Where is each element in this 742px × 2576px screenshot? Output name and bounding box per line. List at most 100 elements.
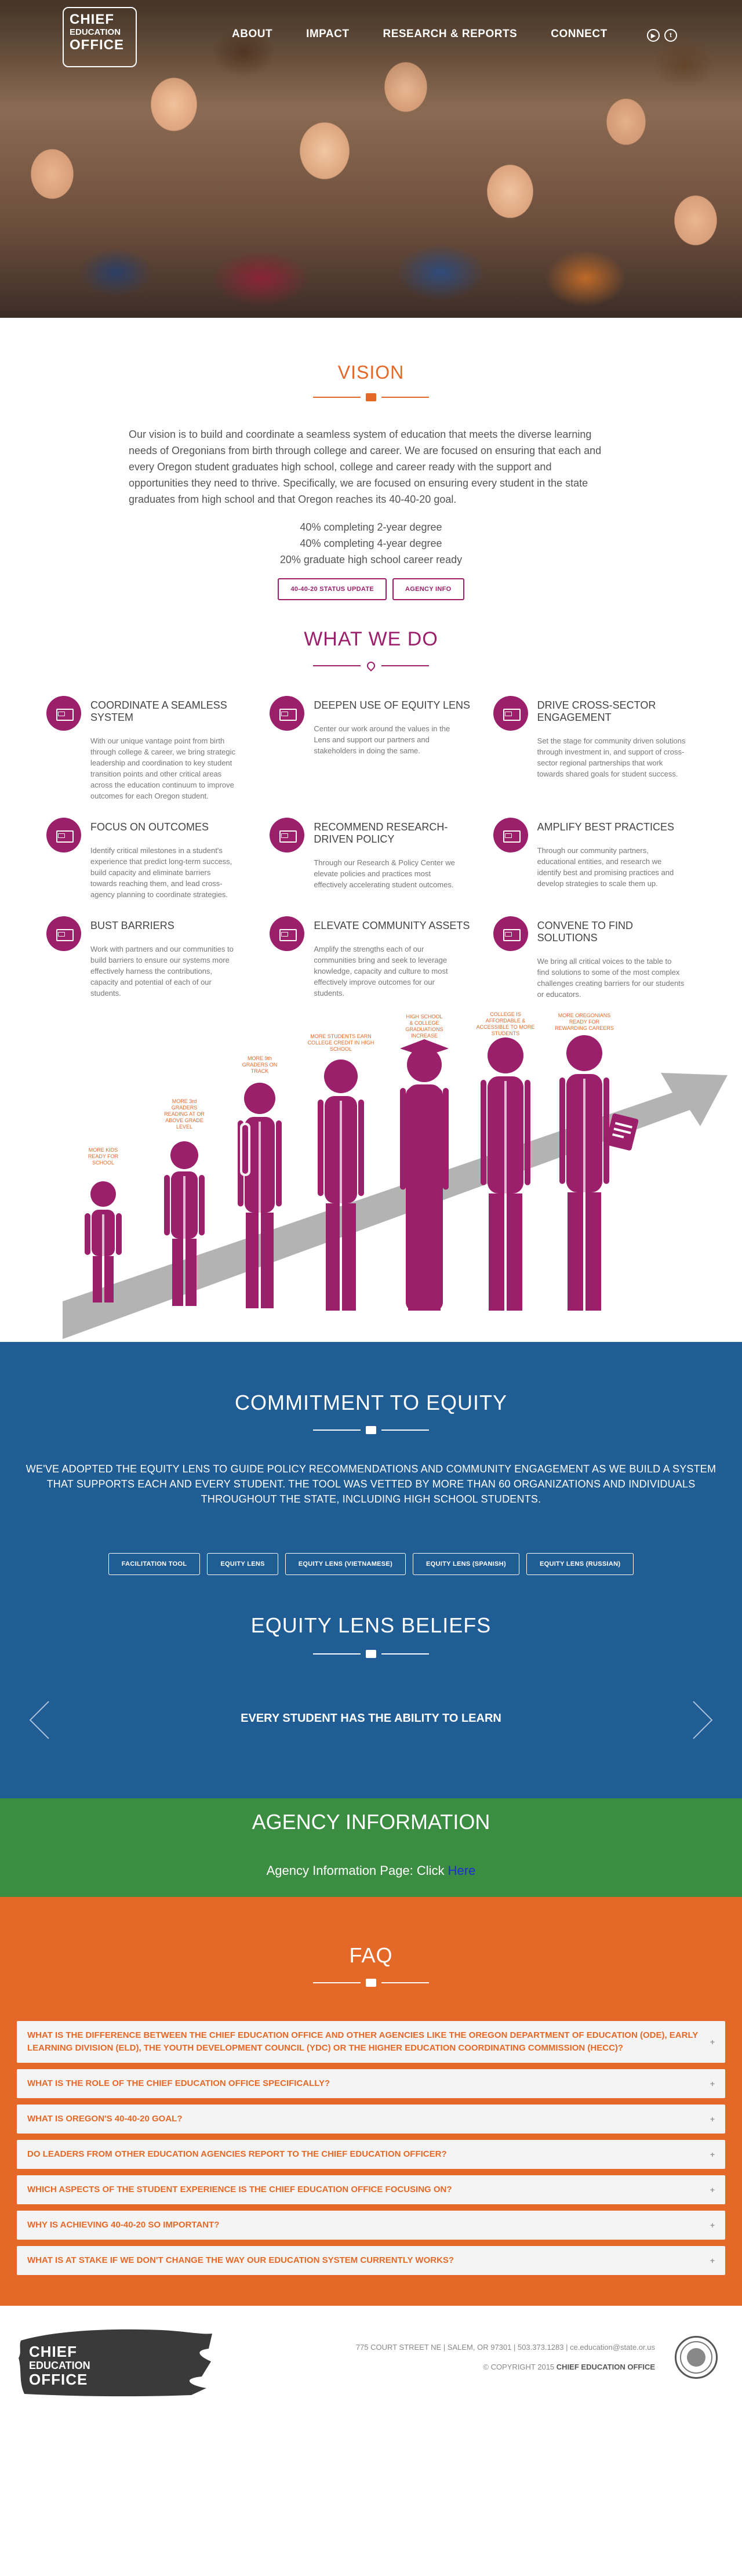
figure-leg — [489, 1193, 504, 1311]
what-we-do-section: WHAT WE DO COORDINATE A SEAMLESS SYSTEM W… — [0, 600, 742, 1000]
what-we-do-item: CONVENE TO FIND SOLUTIONS We bring all cr… — [493, 916, 696, 1000]
nav-impact[interactable]: IMPACT — [306, 28, 350, 40]
status-update-button[interactable]: 40-40-20 STATUS UPDATE — [278, 578, 387, 600]
figure-leg — [104, 1256, 114, 1302]
equity-text: WE'VE ADOPTED THE EQUITY LENS TO GUIDE P… — [26, 1463, 716, 1505]
figure-stripe — [183, 1176, 186, 1239]
faq-item[interactable]: WHAT IS AT STAKE IF WE DON'T CHANGE THE … — [17, 2246, 725, 2275]
section-divider — [313, 660, 429, 672]
what-we-do-item: COORDINATE A SEAMLESS SYSTEM With our uni… — [46, 696, 249, 801]
goal-item: 40% completing 2-year degree — [300, 521, 442, 533]
item-text: Identify critical milestones in a studen… — [90, 846, 232, 899]
nav-about[interactable]: ABOUT — [232, 28, 273, 40]
plus-icon: + — [710, 2037, 715, 2047]
item-title: FOCUS ON OUTCOMES — [90, 821, 209, 833]
equity-title: COMMITMENT TO EQUITY — [234, 1391, 508, 1414]
faq-item[interactable]: WHAT IS THE ROLE OF THE CHIEF EDUCATION … — [17, 2069, 725, 2098]
site-logo[interactable]: CHIEF EDUCATION OFFICE — [63, 7, 137, 67]
item-text: Through our community partners, educatio… — [537, 846, 674, 888]
vision-section: VISION Our vision is to build and coordi… — [0, 318, 742, 600]
figure-leg — [93, 1256, 102, 1302]
plus-icon: + — [710, 2114, 715, 2124]
faq-item[interactable]: DO LEADERS FROM OTHER EDUCATION AGENCIES… — [17, 2140, 725, 2169]
top-nav: CHIEF EDUCATION OFFICE ABOUT IMPACT RESE… — [0, 0, 742, 70]
goals-list: 40% completing 2-year degree 40% complet… — [0, 519, 742, 568]
figure-arm — [85, 1213, 90, 1255]
folder-icon — [366, 1650, 376, 1658]
figure-arm — [199, 1175, 205, 1236]
figure-arm — [318, 1100, 323, 1196]
brush-stroke-background — [19, 2329, 212, 2397]
agency-info-link[interactable]: Here — [448, 1863, 476, 1878]
agency-info-button[interactable]: AGENCY INFO — [392, 578, 464, 600]
equity-buttons: FACILITATION TOOL EQUITY LENS EQUITY LEN… — [0, 1553, 742, 1575]
twitter-icon[interactable]: t — [664, 29, 677, 42]
nav-research-reports[interactable]: RESEARCH & REPORTS — [383, 28, 518, 40]
item-text: Through our Research & Policy Center we … — [314, 858, 455, 889]
figure-arm — [443, 1088, 449, 1190]
what-we-do-title: WHAT WE DO — [304, 628, 438, 650]
hero-banner: CHIEF EDUCATION OFFICE ABOUT IMPACT RESE… — [0, 0, 742, 318]
footer-copyright: © COPYRIGHT 2015 CHIEF EDUCATION OFFICE — [483, 2363, 655, 2371]
chevron-left-icon[interactable] — [28, 1700, 51, 1740]
section-divider — [313, 391, 429, 403]
item-title: ELEVATE COMMUNITY ASSETS — [314, 920, 470, 931]
folder-icon — [46, 916, 81, 951]
equity-section: COMMITMENT TO EQUITY WE'VE ADOPTED THE E… — [0, 1342, 742, 1798]
what-we-do-item: DEEPEN USE OF EQUITY LENS Center our work… — [270, 696, 472, 801]
equity-lens-spanish-button[interactable]: EQUITY LENS (SPANISH) — [413, 1553, 519, 1575]
figure-leg — [246, 1213, 259, 1308]
figure-stripe — [583, 1079, 585, 1192]
section-divider — [313, 1977, 429, 1989]
site-footer: CHIEF EDUCATION OFFICE 775 COURT STREET … — [0, 2306, 742, 2410]
footer-logo[interactable]: CHIEF EDUCATION OFFICE — [29, 2343, 90, 2388]
what-we-do-item: AMPLIFY BEST PRACTICES Through our commun… — [493, 818, 696, 900]
nav-connect[interactable]: CONNECT — [551, 28, 608, 40]
folder-icon — [493, 818, 528, 852]
folder-icon — [270, 818, 305, 852]
what-we-do-item: DRIVE CROSS-SECTOR ENGAGEMENT Set the sta… — [493, 696, 696, 801]
figure-head — [566, 1035, 602, 1071]
faq-item[interactable]: WHICH ASPECTS OF THE STUDENT EXPERIENCE … — [17, 2175, 725, 2204]
plus-icon: + — [710, 2221, 715, 2230]
growth-label: MORE OREGONIANS READY FOR REWARDING CAREER… — [555, 1013, 614, 1031]
equity-lens-russian-button[interactable]: EQUITY LENS (RUSSIAN) — [526, 1553, 634, 1575]
figure-leg — [342, 1203, 356, 1311]
vision-title: VISION — [337, 362, 405, 383]
what-we-do-item: RECOMMEND RESEARCH-DRIVEN POLICY Through … — [270, 818, 472, 900]
figure-arm — [525, 1080, 530, 1185]
figure-leg — [568, 1192, 583, 1311]
facilitation-tool-button[interactable]: FACILITATION TOOL — [108, 1553, 201, 1575]
figure-leg — [261, 1213, 274, 1308]
figure-leg — [326, 1203, 340, 1311]
figure-stripe — [504, 1081, 507, 1193]
folder-icon — [366, 393, 376, 401]
folder-icon — [366, 1426, 376, 1434]
folder-icon — [366, 1979, 376, 1987]
graduation-gown — [406, 1087, 443, 1311]
growth-label: MORE STUDENTS EARN COLLEGE CREDIT IN HIGH… — [308, 1033, 374, 1052]
equity-lens-vietnamese-button[interactable]: EQUITY LENS (VIETNAMESE) — [285, 1553, 406, 1575]
state-seal-icon — [675, 2336, 718, 2379]
growth-label: MORE KIDS READY FOR SCHOOL — [88, 1147, 119, 1166]
figure-leg — [507, 1193, 522, 1311]
youtube-icon[interactable]: ▶ — [647, 29, 660, 42]
figure-head — [244, 1083, 275, 1114]
figure-arm — [164, 1175, 170, 1236]
vision-text: Our vision is to build and coordinate a … — [129, 429, 602, 505]
item-title: CONVENE TO FIND SOLUTIONS — [537, 920, 634, 944]
figure-stripe — [102, 1214, 104, 1256]
growth-illustration: MORE KIDS READY FOR SCHOOL MORE 3rd GRADERS R… — [63, 1011, 728, 1339]
growth-label: COLLEGE IS AFFORDABLE & ACCESSIBLE TO MORE… — [477, 1011, 535, 1036]
figure-arm — [116, 1213, 122, 1255]
faq-item[interactable]: WHAT IS THE DIFFERENCE BETWEEN THE CHIEF… — [17, 2021, 725, 2063]
section-divider — [313, 1424, 429, 1436]
faq-item[interactable]: WHAT IS OREGON'S 40-40-20 GOAL? + — [17, 2105, 725, 2134]
figure-arm — [400, 1088, 406, 1190]
equity-lens-button[interactable]: EQUITY LENS — [207, 1553, 278, 1575]
figure-leg — [172, 1239, 183, 1306]
chevron-right-icon[interactable] — [691, 1700, 714, 1740]
faq-item[interactable]: WHY IS ACHIEVING 40-40-20 SO IMPORTANT? + — [17, 2211, 725, 2240]
faq-title: FAQ — [349, 1943, 393, 1967]
beliefs-title: EQUITY LENS BELIEFS — [250, 1613, 492, 1637]
